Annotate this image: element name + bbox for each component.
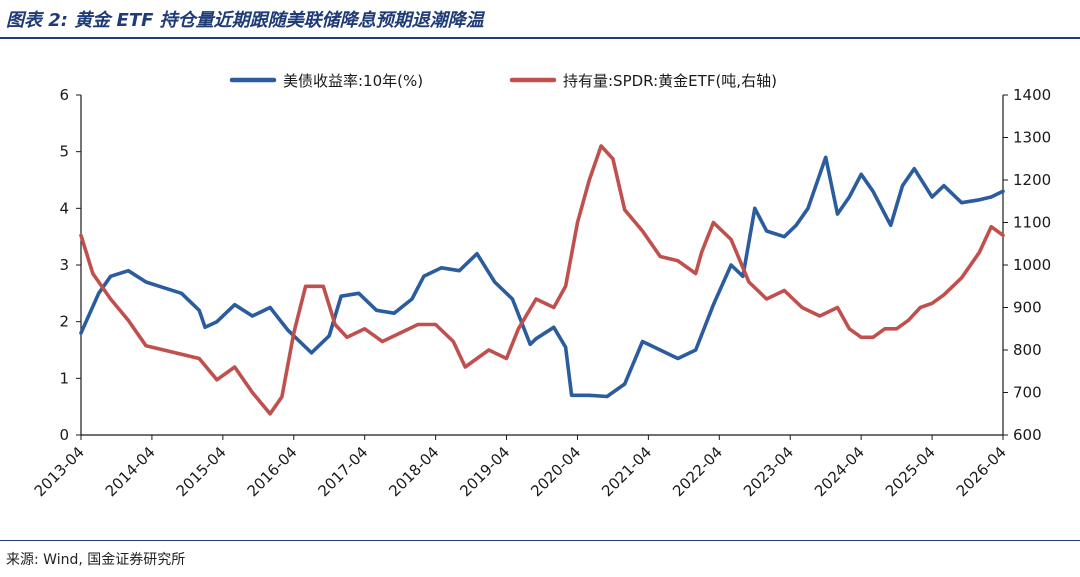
legend-label-spdr-holdings: 持有量:SPDR:黄金ETF(吨,右轴) xyxy=(563,72,777,90)
y-right-tick-label: 700 xyxy=(1013,384,1042,402)
x-tick-label: 2019-04 xyxy=(456,443,513,500)
x-tick-label: 2017-04 xyxy=(314,443,371,500)
y-left-tick-label: 5 xyxy=(59,143,69,161)
y-right-tick-label: 1200 xyxy=(1013,171,1051,189)
x-tick-label: 2021-04 xyxy=(598,443,655,500)
y-left-tick-label: 2 xyxy=(59,313,69,331)
y-right-tick-label: 1400 xyxy=(1013,86,1051,104)
y-right-tick-label: 1100 xyxy=(1013,214,1051,232)
series-lines xyxy=(79,144,1005,416)
y-left-tick-label: 6 xyxy=(59,86,69,104)
y-left-tick-label: 1 xyxy=(59,369,69,387)
x-tick-label: 2015-04 xyxy=(173,443,230,500)
source-note: 来源: Wind, 国金证券研究所 xyxy=(6,552,186,568)
y-left-tick-label: 4 xyxy=(59,199,69,217)
legend-label-ust-10y: 美债收益率:10年(%) xyxy=(283,72,423,90)
line-chart: 美债收益率:10年(%) 持有量:SPDR:黄金ETF(吨,右轴) 0 1 2 3 4 5 6… xyxy=(31,72,1051,500)
x-tick-label: 2022-04 xyxy=(669,443,726,500)
y-right-tick-label: 600 xyxy=(1013,426,1042,444)
y-left-tick-label: 0 xyxy=(59,426,69,444)
x-tick-label: 2018-04 xyxy=(385,443,442,500)
bottom-rule xyxy=(0,540,1080,541)
y-left-tick-label: 3 xyxy=(59,256,69,274)
y-right-tick-label: 800 xyxy=(1013,341,1042,359)
top-rule xyxy=(0,37,1080,39)
x-tick-label: 2023-04 xyxy=(740,443,797,500)
x-tick-label: 2014-04 xyxy=(102,443,159,500)
y-right-tick-label: 1000 xyxy=(1013,256,1051,274)
figure-title: 图表 2: 黄金 ETF 持仓量近期跟随美联储降息预期退潮降温 xyxy=(6,10,484,31)
x-tick-label: 2026-04 xyxy=(953,443,1010,500)
x-tick-label: 2013-04 xyxy=(31,443,88,500)
x-tick-label: 2025-04 xyxy=(882,443,939,500)
series-line-spdr-holdings xyxy=(79,144,1005,416)
x-tick-label: 2016-04 xyxy=(244,443,301,500)
legend: 美债收益率:10年(%) 持有量:SPDR:黄金ETF(吨,右轴) xyxy=(229,72,777,90)
x-tick-label: 2024-04 xyxy=(811,443,868,500)
x-tick-label: 2020-04 xyxy=(527,443,584,500)
y-right-tick-label: 1300 xyxy=(1013,129,1051,147)
series-line-ust-10y xyxy=(79,155,1005,399)
y-right-tick-label: 900 xyxy=(1013,299,1042,317)
